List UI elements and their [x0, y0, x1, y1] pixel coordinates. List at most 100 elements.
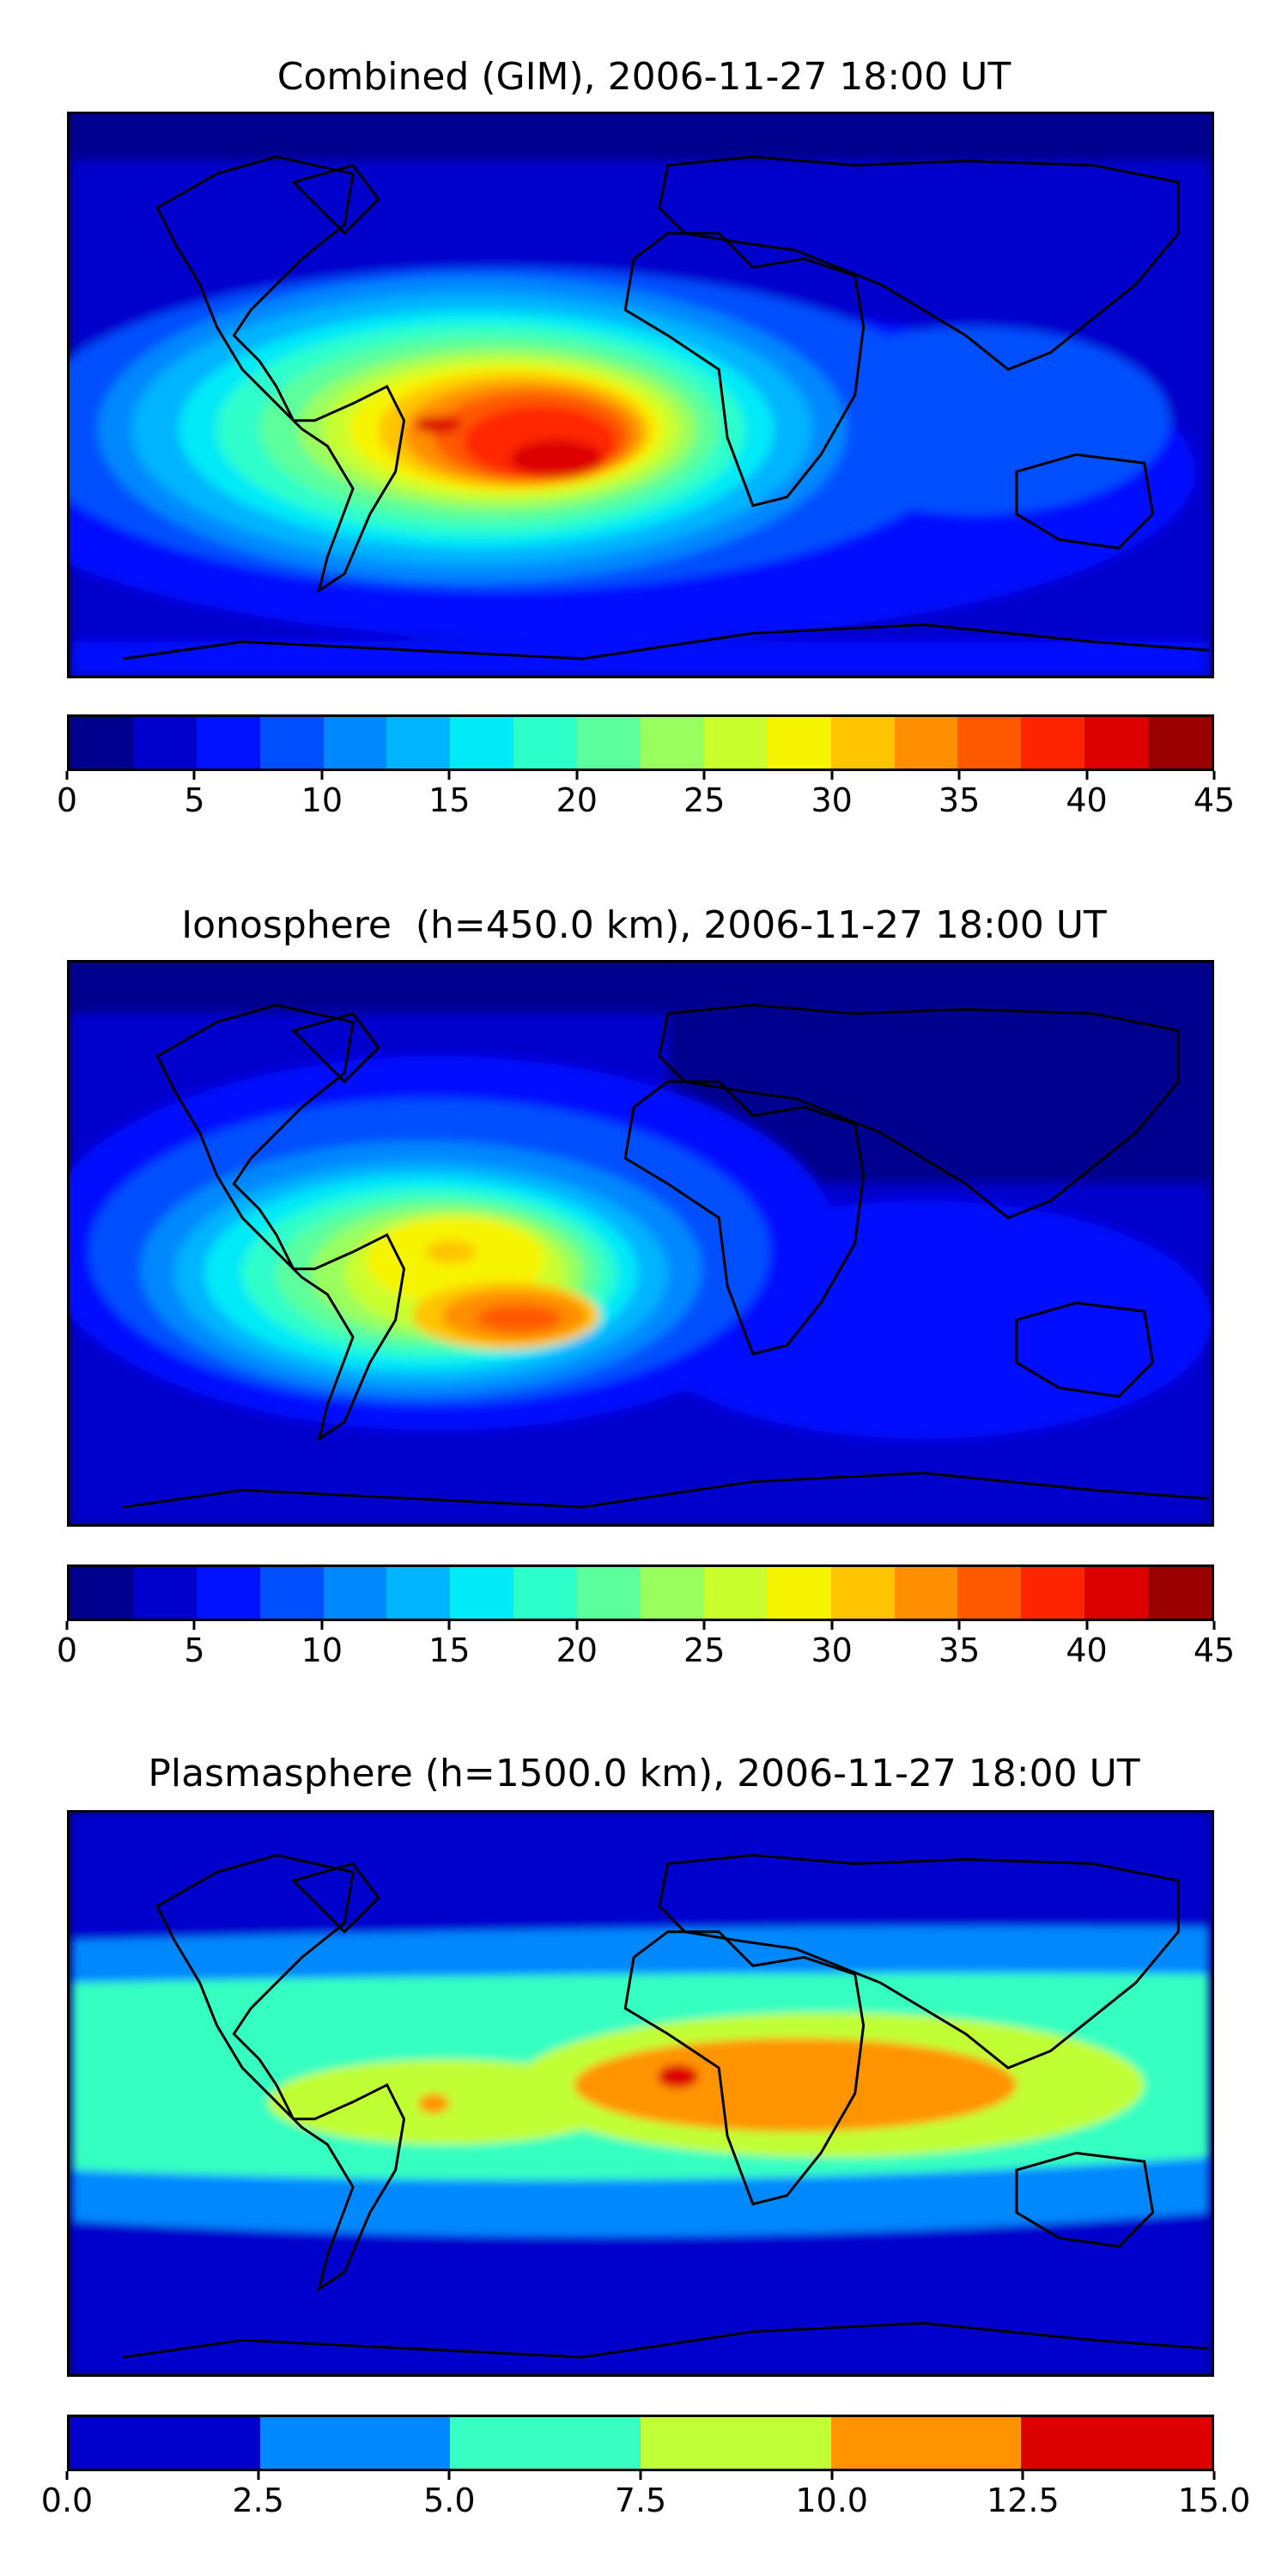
- coastlines-plasmasphere: [123, 1854, 1210, 2359]
- colorbar-segment: [513, 1567, 578, 1619]
- coastlines-combined: [123, 155, 1210, 660]
- colorbar-tick-mark: [575, 1621, 579, 1630]
- colorbar-combined: [67, 714, 1214, 771]
- colorbar-segment: [641, 2417, 831, 2469]
- colorbar-segment: [513, 717, 578, 769]
- colorbar-tick-label: 35: [938, 781, 981, 819]
- colorbar-segment: [1084, 1567, 1149, 1619]
- colorbar-segment: [132, 1567, 197, 1619]
- tec-contours-plasmasphere: [72, 1813, 1209, 2374]
- colorbar-tick-label: 25: [683, 781, 726, 819]
- tec-contours-combined: [70, 114, 1209, 676]
- colorbar-tick-label: 15.0: [1177, 2482, 1251, 2519]
- colorbar-ticks-plasmasphere: 0.0 2.5 5.0 7.5 10.0 12.5 15.0: [41, 2471, 1250, 2518]
- colorbar-tick-mark: [320, 771, 324, 780]
- colorbar-tick-mark: [830, 771, 834, 780]
- colorbar-segment: [259, 2417, 451, 2469]
- colorbar-tick-mark: [1085, 1621, 1089, 1630]
- colorbar-tick-label: 10: [301, 1631, 343, 1669]
- colorbar-segment: [767, 1567, 831, 1619]
- colorbar-tick-label: 30: [811, 1631, 853, 1669]
- colorbar-tick-mark: [447, 2471, 451, 2480]
- panel-title-combined: Combined (GIM), 2006-11-27 18:00 UT: [276, 55, 1012, 99]
- colorbar-segment: [957, 717, 1022, 769]
- colorbar-tick-label: 45: [1193, 781, 1236, 819]
- colorbar-tick-mark: [1212, 1621, 1216, 1630]
- colorbar-segment: [767, 717, 831, 769]
- colorbar-tick-mark: [192, 1621, 196, 1630]
- colorbar-segment: [386, 717, 451, 769]
- colorbar-segment: [386, 1567, 451, 1619]
- colorbar-segment: [1021, 717, 1085, 769]
- colorbar-tick-label: 40: [1066, 781, 1108, 819]
- colorbar-tick-label: 35: [938, 1631, 981, 1669]
- colorbar-tick-label: 15: [428, 781, 471, 819]
- colorbar-segment: [196, 717, 260, 769]
- colorbar-tick-mark: [957, 1621, 961, 1630]
- colorbar-tick-label: 20: [556, 1631, 598, 1669]
- colorbar-tick-label: 7.5: [614, 2482, 667, 2519]
- colorbar-tick-label: 0: [56, 1631, 78, 1669]
- colorbar-segment: [703, 1567, 768, 1619]
- colorbar-tick-label: 15: [428, 1631, 471, 1669]
- tec-contours-ionosphere: [70, 963, 1212, 1524]
- colorbar-segment: [70, 717, 133, 769]
- colorbar-segment: [957, 1567, 1022, 1619]
- colorbar-segment: [830, 1567, 895, 1619]
- colorbar-segment: [641, 1567, 704, 1619]
- colorbar-segment: [641, 717, 704, 769]
- colorbar-tick-label: 12.5: [987, 2482, 1060, 2519]
- colorbar-tick-label: 25: [683, 1631, 726, 1669]
- colorbar-segment: [830, 2417, 1022, 2469]
- colorbar-segment: [259, 717, 324, 769]
- colorbar-plasmasphere: [67, 2415, 1214, 2471]
- colorbar-tick-mark: [65, 1621, 69, 1630]
- panel-title-ionosphere: Ionosphere (h=450.0 km), 2006-11-27 18:0…: [181, 903, 1107, 947]
- colorbar-segment: [132, 717, 197, 769]
- colorbar-tick-mark: [1212, 771, 1216, 780]
- colorbar-tick-mark: [1021, 2471, 1024, 2480]
- colorbar-segment: [577, 717, 641, 769]
- colorbar-segment: [1021, 1567, 1085, 1619]
- colorbar-tick-label: 0: [56, 781, 78, 819]
- colorbar-segment: [894, 1567, 958, 1619]
- colorbar-segment: [577, 1567, 641, 1619]
- colorbar-tick-mark: [257, 2471, 260, 2480]
- panel-title-plasmasphere: Plasmasphere (h=1500.0 km), 2006-11-27 1…: [148, 1752, 1140, 1795]
- colorbar-segment: [70, 1567, 133, 1619]
- colorbar-tick-mark: [957, 771, 961, 780]
- colorbar-ticks-combined: 0 5 10 15 20 25 30 35 40 45: [57, 771, 1235, 819]
- colorbar-tick-mark: [65, 771, 69, 780]
- colorbar-tick-label: 5.0: [423, 2482, 476, 2519]
- colorbar-tick-label: 20: [556, 781, 598, 819]
- colorbar-segment: [894, 717, 958, 769]
- colorbar-segment: [196, 1567, 260, 1619]
- colorbar-segment: [323, 1567, 387, 1619]
- map-ionosphere: [67, 960, 1214, 1527]
- colorbar-tick-mark: [639, 2471, 642, 2480]
- colorbar-tick-label: 0.0: [40, 2482, 94, 2519]
- colorbar-tick-mark: [702, 1621, 706, 1630]
- colorbar-segment: [703, 717, 768, 769]
- colorbar-tick-mark: [1085, 771, 1089, 780]
- colorbar-segment: [323, 717, 387, 769]
- colorbar-segment: [1021, 2417, 1212, 2469]
- colorbar-tick-mark: [65, 2471, 69, 2480]
- colorbar-tick-mark: [830, 1621, 834, 1630]
- colorbar-segment: [830, 717, 895, 769]
- colorbar-ionosphere: [67, 1564, 1214, 1621]
- colorbar-ticks-ionosphere: 0 5 10 15 20 25 30 35 40 45: [57, 1621, 1235, 1668]
- colorbar-segment: [1148, 717, 1212, 769]
- colorbar-tick-mark: [447, 1621, 451, 1630]
- coastlines-ionosphere: [123, 1004, 1210, 1509]
- colorbar-tick-label: 40: [1066, 1631, 1108, 1669]
- colorbar-tick-label: 10: [301, 781, 343, 819]
- colorbar-tick-mark: [830, 2471, 834, 2480]
- colorbar-tick-mark: [702, 771, 706, 780]
- colorbar-tick-label: 45: [1193, 1631, 1236, 1669]
- colorbar-tick-mark: [575, 771, 579, 780]
- colorbar-tick-label: 30: [811, 781, 853, 819]
- colorbar-segment: [450, 2417, 641, 2469]
- colorbar-tick-mark: [192, 771, 196, 780]
- map-plasmasphere: [67, 1810, 1214, 2377]
